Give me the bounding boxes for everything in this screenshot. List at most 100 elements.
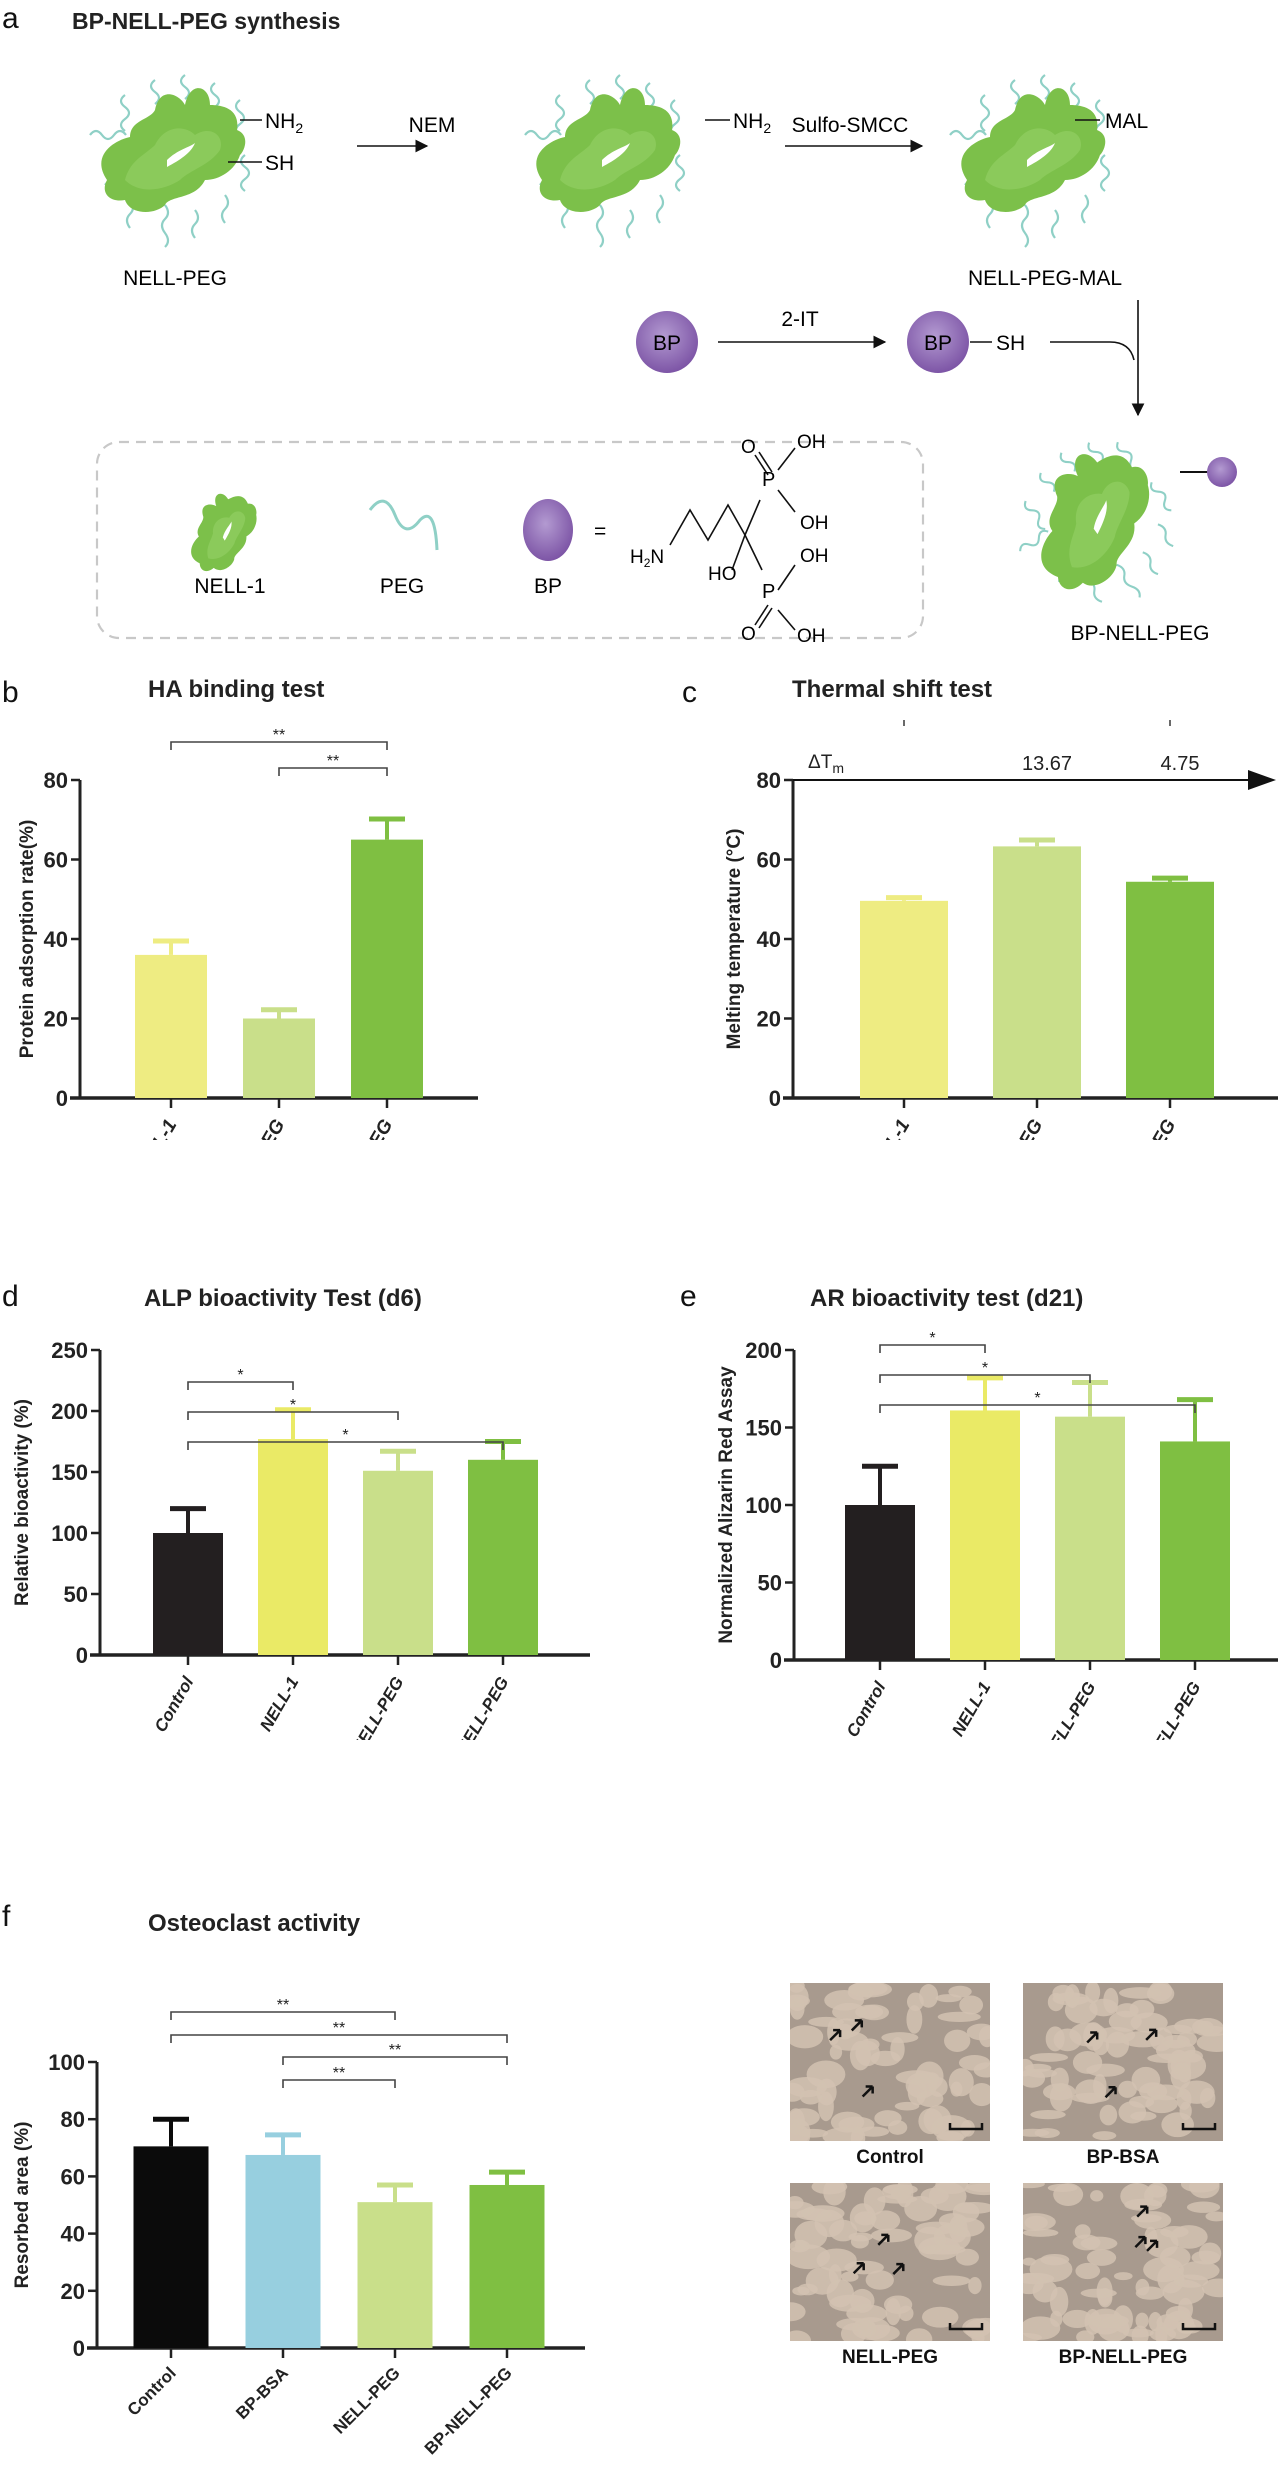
significance-label: ** — [273, 727, 285, 744]
bar-nell-peg — [357, 2202, 433, 2348]
delta-tm-label: ΔTm — [808, 752, 844, 776]
resorption-pit — [1085, 1980, 1101, 2004]
resorption-pit — [894, 2101, 920, 2111]
resorption-pit — [1022, 2257, 1036, 2266]
resorption-pit — [792, 2286, 810, 2296]
resorption-pit — [1075, 2262, 1101, 2280]
significance-bracket — [187, 1411, 399, 1420]
significance-bracket — [282, 2079, 396, 2088]
y-tick-label: 40 — [757, 927, 781, 952]
y-tick-label: 0 — [76, 1643, 88, 1668]
resorption-pit — [1049, 2286, 1069, 2317]
resorption-pit — [1161, 2034, 1191, 2049]
nell-peg-nem-group-nh2: NH2 — [733, 110, 771, 136]
y-tick-label: 0 — [770, 1648, 782, 1673]
x-tick-label: BP-NELL-PEG — [315, 1116, 398, 1140]
structure-oh-4: OH — [797, 626, 826, 647]
resorption-pit — [848, 1981, 888, 1996]
bar-bp-nell-peg — [1126, 881, 1214, 1098]
bar-nell-1 — [950, 1410, 1020, 1660]
chart-b-title: HA binding test — [148, 676, 325, 703]
structure-oh-3: OH — [800, 546, 829, 567]
scale-bar — [948, 2123, 984, 2131]
resorption-pit — [1131, 2325, 1149, 2346]
synthesis-scheme: NH2 SH NELL-PEG NEM NH2 Sulfo-SMCC MAL N… — [88, 73, 1237, 647]
legend-peg-icon — [368, 499, 439, 551]
resorption-pit — [870, 2228, 913, 2243]
micrograph-nell-peg — [775, 2176, 1007, 2352]
resorption-pit — [1186, 2201, 1221, 2213]
resorption-pit — [1042, 2083, 1076, 2101]
x-tick-label: Control — [124, 2363, 180, 2419]
resorption-pit — [1074, 2224, 1091, 2239]
nell-peg-mal-label: NELL-PEG-MAL — [968, 267, 1122, 290]
resorption-pit — [881, 2032, 919, 2043]
resorption-pit — [888, 2120, 908, 2135]
structure-phosphorus-top: P — [762, 469, 775, 491]
resorption-pit — [1029, 2052, 1069, 2062]
significance-bracket — [170, 2034, 508, 2043]
resorption-pit — [823, 2178, 846, 2206]
panel-letter-b: b — [2, 676, 19, 709]
bar-control — [133, 2146, 209, 2348]
y-tick-label: 40 — [61, 2222, 85, 2247]
resorption-pit — [1080, 2288, 1117, 2298]
chart-c-title: Thermal shift test — [792, 676, 993, 703]
micrograph-label-bp-nell-peg: BP-NELL-PEG — [1058, 2347, 1188, 2368]
significance-label: * — [237, 1367, 243, 1384]
arrow-icon — [1134, 2235, 1147, 2249]
resorption-pit — [1134, 2211, 1172, 2230]
legend-box — [95, 440, 925, 640]
bp-thiol-sphere-label: BP — [924, 332, 952, 355]
legend-bp-label: BP — [534, 575, 562, 598]
resorption-pit — [1205, 2211, 1228, 2222]
bar-nell-1 — [860, 900, 948, 1098]
resorption-pit — [954, 2202, 995, 2214]
x-tick-label: NELL-1 — [863, 1116, 914, 1140]
resorption-pit — [1144, 2185, 1167, 2207]
y-tick-label: 150 — [745, 1416, 782, 1441]
chart-e-title: AR bioactivity test (d21) — [810, 1285, 1084, 1312]
scale-bar — [1181, 2123, 1217, 2131]
resorption-pit — [1178, 2261, 1220, 2281]
structure-oxygen-bottom: O — [741, 624, 756, 645]
bar-control — [845, 1505, 915, 1660]
x-tick-label: NELL-PEG — [223, 1116, 289, 1140]
bp-nell-peg-molecule — [986, 416, 1206, 640]
y-tick-label: 0 — [56, 1086, 68, 1111]
panel-letter-d: d — [2, 1280, 19, 1313]
resorption-pit — [944, 2029, 971, 2052]
resorption-pit — [969, 2083, 995, 2107]
resorption-pit — [1135, 2312, 1149, 2329]
x-tick-label: NELL-1 — [256, 1674, 302, 1735]
reagent-2it: 2-IT — [781, 308, 819, 331]
resorption-pit — [1177, 2062, 1192, 2083]
resorption-pit — [959, 1995, 984, 2015]
y-axis-label: Relative bioactivity (%) — [12, 1399, 33, 1606]
resorption-pit — [950, 2081, 963, 2097]
resorption-pit — [1146, 2084, 1185, 2101]
legend-equals: = — [594, 520, 606, 543]
significance-label: * — [1034, 1390, 1040, 1407]
resorption-pit — [1177, 2297, 1193, 2321]
resorption-pit — [1019, 2068, 1046, 2088]
resorption-pit — [1191, 2250, 1221, 2265]
resorption-pit — [1080, 2236, 1118, 2251]
nell-peg-group-sh: SH — [265, 152, 294, 175]
legend-peg-label: PEG — [380, 575, 424, 598]
resorption-pit — [1115, 2003, 1139, 2018]
resorption-pit — [1160, 2225, 1189, 2238]
y-tick-label: 60 — [757, 848, 781, 873]
resorption-pit — [906, 2005, 923, 2034]
resorption-pit — [828, 2219, 858, 2242]
resorption-pit — [914, 2226, 947, 2255]
chart-f-osteoclast-activity: 0 20 40 60 80 100 Resorbed area (%) Control BP-B… — [12, 1997, 585, 2458]
bisphosphonate-structure — [669, 447, 796, 631]
bar-nell-peg — [993, 846, 1081, 1098]
resorption-pit — [1113, 2272, 1133, 2281]
resorption-pit — [1071, 2092, 1110, 2103]
significance-bracket — [282, 2056, 508, 2065]
resorption-pit — [955, 2248, 979, 2266]
bar-nell-peg — [243, 1018, 315, 1098]
chart-b-ha-binding: 0 20 40 60 80 Protein adsorption rate(%) NELL-… — [17, 727, 478, 1140]
